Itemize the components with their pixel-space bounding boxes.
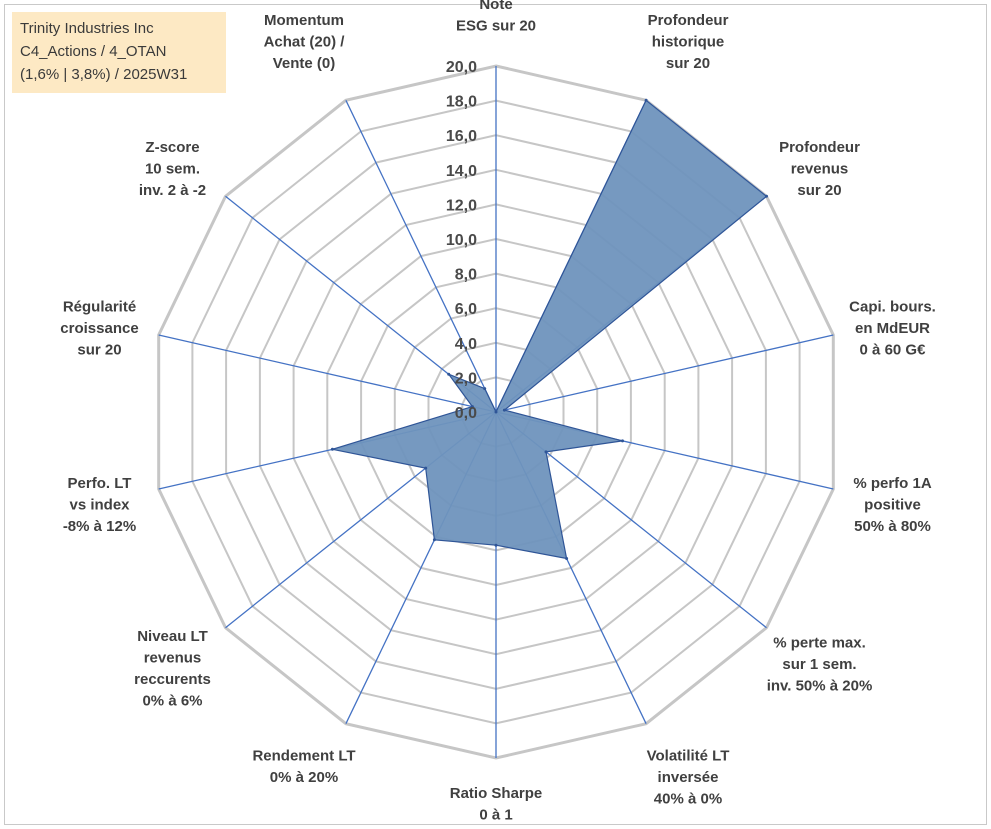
tick-label: 14,0: [446, 163, 477, 180]
data-point: [644, 98, 648, 102]
axis-label-line: sur 20: [77, 341, 121, 358]
axis-label: Z-score 10 sem. inv. 2 à -2: [139, 139, 206, 199]
axis-label-line: Profondeur: [779, 139, 860, 156]
axis-label: Momentum Achat (20) / Vente (0): [264, 12, 346, 72]
data-point: [494, 410, 498, 414]
axis-label-line: sur 20: [666, 55, 710, 72]
axis-label-line: Volatilité LT: [647, 748, 730, 765]
axis-label-line: Momentum: [264, 12, 344, 29]
axis-spoke: [158, 334, 497, 413]
tick-label: 10,0: [446, 232, 477, 249]
axis-label-line: 0% à 6%: [142, 692, 202, 709]
data-point: [502, 408, 506, 412]
data-point: [621, 439, 624, 443]
company-name: Trinity Industries Inc: [20, 20, 154, 37]
tick-label: 18,0: [446, 94, 477, 111]
data-point: [470, 405, 474, 409]
tick-label: 4,0: [455, 336, 477, 353]
axis-label-line: Profondeur: [648, 12, 729, 29]
data-point: [544, 450, 548, 454]
data-point: [424, 466, 428, 470]
info-box: Trinity Industries Inc C4_Actions / 4_OT…: [12, 12, 226, 93]
axis-label-line: en MdEUR: [855, 320, 930, 337]
data-point: [330, 447, 334, 451]
axis-label-line: inversée: [658, 769, 719, 786]
axis-label: Volatilité LT inversée 40% à 0%: [647, 748, 730, 808]
data-point: [565, 557, 569, 560]
axis-label: Ratio Sharpe 0 à 1: [450, 785, 543, 824]
tick-label: 12,0: [446, 197, 477, 214]
axis-label-line: Note: [479, 0, 512, 13]
radial-tick-labels: 0,0 2,0 4,0 6,0 8,0 10,0 12,0 14,0 16,0 18,0 20,0: [446, 59, 477, 422]
axis-label-line: revenus: [144, 649, 202, 666]
axis-label-line: inv. 50% à 20%: [767, 678, 873, 695]
axis-label-line: sur 1 sem.: [782, 656, 856, 673]
data-point: [483, 387, 487, 391]
axis-spoke: [495, 334, 834, 413]
axis-label-line: Régularité: [63, 298, 136, 315]
axis-label-line: Z-score: [145, 139, 199, 156]
data-point: [765, 194, 768, 198]
period-line: (1,6% | 3,8%) / 2025W31: [20, 66, 188, 83]
data-point: [432, 538, 436, 542]
axis-label-line: 50% à 80%: [854, 518, 931, 535]
axis-label-line: Ratio Sharpe: [450, 785, 543, 802]
axis-label-line: 0 à 60 G€: [860, 341, 927, 358]
axis-label-line: % perfo 1A: [853, 475, 932, 492]
axis-label: Note ESG sur 20: [456, 0, 536, 35]
axis-label-line: revenus: [791, 161, 849, 178]
tick-label: 8,0: [455, 267, 477, 284]
tick-label: 16,0: [446, 128, 477, 145]
tick-label: 20,0: [446, 59, 477, 76]
axis-label-line: sur 20: [797, 182, 841, 199]
axis-label-line: vs index: [69, 497, 130, 514]
tick-label: 6,0: [455, 301, 477, 318]
radar-series: [330, 98, 768, 560]
axis-label: Capi. bours. en MdEUR 0 à 60 G€: [849, 298, 936, 358]
axis-label: % perfo 1A positive 50% à 80%: [853, 475, 932, 535]
axis-label: Profondeur historique sur 20: [648, 12, 729, 72]
axis-spoke: [345, 100, 497, 413]
data-point: [447, 372, 451, 376]
axis-label-line: Vente (0): [273, 55, 336, 72]
category-line: C4_Actions / 4_OTAN: [20, 43, 167, 60]
axis-label: Régularité croissance sur 20: [60, 298, 138, 358]
axis-label: Niveau LT revenus reccurents 0% à 6%: [134, 628, 211, 710]
tick-label: 2,0: [455, 370, 477, 387]
axis-label-line: reccurents: [134, 671, 211, 688]
axis-label-line: Perfo. LT: [68, 475, 132, 492]
axis-label-line: % perte max.: [773, 635, 866, 652]
axis-label: Profondeur revenus sur 20: [779, 139, 860, 199]
axis-label-line: ESG sur 20: [456, 18, 536, 35]
axis-label-line: 40% à 0%: [654, 791, 722, 808]
axis-label: Perfo. LT vs index -8% à 12%: [63, 475, 136, 535]
data-point: [494, 543, 498, 547]
axis-label-line: Rendement LT: [252, 748, 355, 765]
axis-label-line: Achat (20) /: [264, 33, 346, 50]
axis-label-line: 0% à 20%: [270, 769, 338, 786]
axis-label-line: historique: [652, 33, 725, 50]
axis-label-line: Niveau LT: [137, 628, 208, 645]
axis-label-line: inv. 2 à -2: [139, 182, 206, 199]
axis-label-line: croissance: [60, 320, 138, 337]
axis-label: % perte max. sur 1 sem. inv. 50% à 20%: [767, 635, 873, 695]
axis-labels: Note ESG sur 20 Profondeur historique sur 20…: [60, 0, 936, 824]
axis-label-line: Capi. bours.: [849, 298, 936, 315]
tick-label: 0,0: [455, 405, 477, 422]
axis-label-line: positive: [864, 497, 921, 514]
axis-label: Rendement LT 0% à 20%: [252, 748, 355, 787]
axis-label-line: -8% à 12%: [63, 518, 136, 535]
axis-label-line: 10 sem.: [145, 161, 200, 178]
axis-label-line: 0 à 1: [479, 807, 512, 824]
